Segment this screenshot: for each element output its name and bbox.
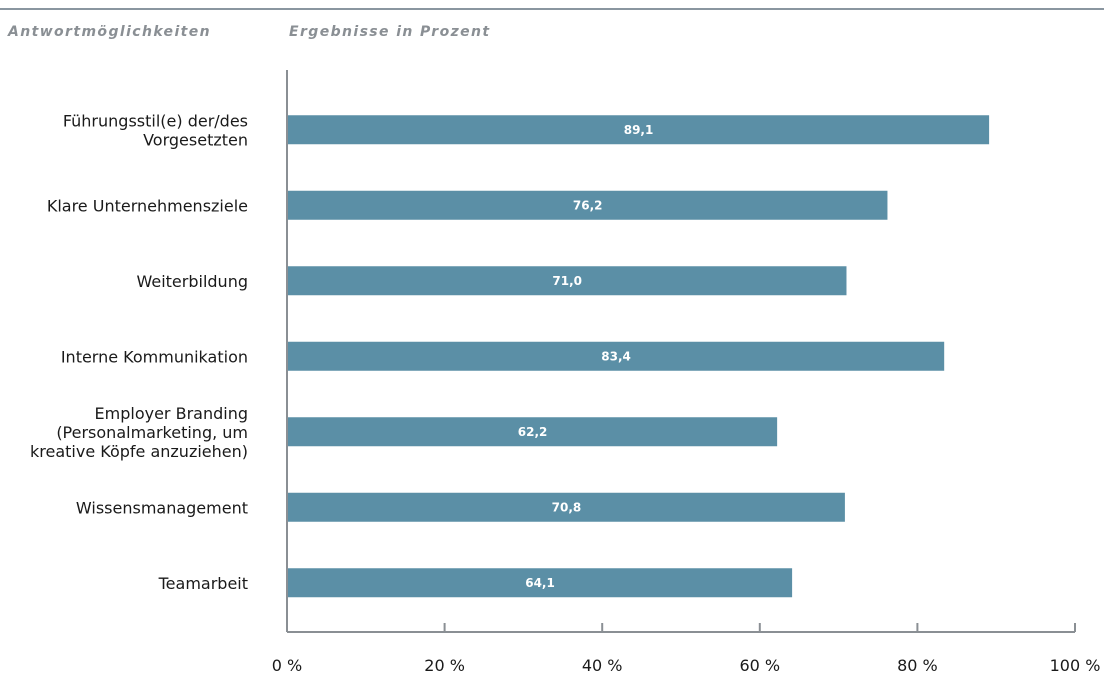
x-tick-label: 0 % [272, 656, 302, 675]
category-label: Weiterbildung [136, 272, 248, 291]
bar [288, 492, 845, 522]
category-label: Interne Kommunikation [61, 347, 248, 366]
x-tick-label: 100 % [1050, 656, 1101, 675]
category-label-line: (Personalmarketing, um [56, 423, 248, 442]
bar [288, 266, 847, 296]
bar-value-label: 70,8 [552, 500, 582, 514]
x-tick-label: 20 % [424, 656, 465, 675]
category-label: Wissensmanagement [76, 498, 248, 517]
bar-value-label: 62,2 [518, 425, 548, 439]
category-label-line: Vorgesetzten [143, 130, 248, 149]
category-label-line: Wissensmanagement [76, 498, 248, 517]
top-rule [0, 8, 1104, 10]
bar-value-label: 64,1 [525, 576, 555, 590]
header-answer-options: Antwortmöglichkeiten [8, 24, 211, 40]
bar [288, 417, 778, 447]
category-label-line: Führungsstil(e) der/des [63, 111, 248, 130]
x-tick-label: 80 % [897, 656, 938, 675]
category-label-line: Employer Branding [95, 404, 248, 423]
category-label: Klare Unternehmensziele [47, 196, 248, 215]
header-results-percent: Ergebnisse in Prozent [289, 24, 491, 40]
category-label-line: Teamarbeit [158, 574, 248, 593]
bar [288, 115, 990, 145]
category-label-line: kreative Köpfe anzuziehen) [30, 442, 248, 461]
bar [288, 341, 945, 371]
bar-value-label: 71,0 [552, 274, 582, 288]
x-tick-label: 60 % [739, 656, 780, 675]
bar [288, 568, 793, 598]
category-label-line: Klare Unternehmensziele [47, 196, 248, 215]
category-label-line: Weiterbildung [136, 272, 248, 291]
x-tick-label: 40 % [582, 656, 623, 675]
bar-value-label: 83,4 [601, 349, 631, 363]
category-label: Employer Branding (Personalmarketing, um k… [30, 404, 248, 461]
category-label: Teamarbeit [158, 574, 248, 593]
category-label-line: Interne Kommunikation [61, 347, 248, 366]
bar [288, 190, 888, 220]
bar-value-label: 89,1 [624, 123, 654, 137]
category-label: Führungsstil(e) der/des Vorgesetzten [63, 111, 248, 149]
bar-value-label: 76,2 [573, 198, 603, 212]
